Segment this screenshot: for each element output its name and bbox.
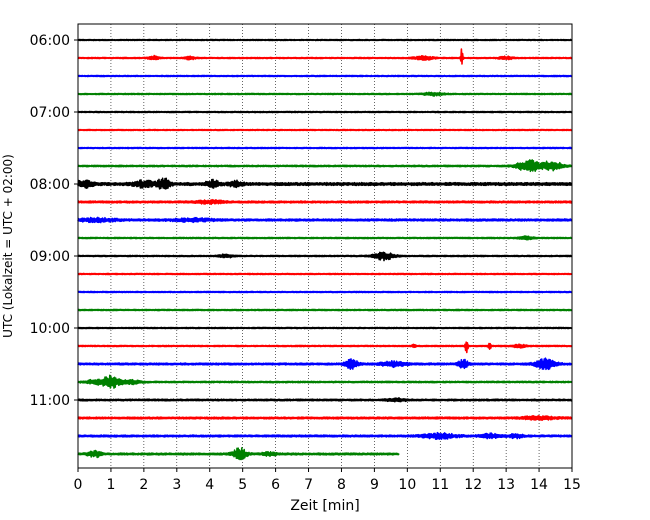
grid-lines	[110, 24, 540, 468]
trace-line	[77, 91, 573, 97]
trace-line	[77, 159, 573, 173]
x-tick-label: 11	[431, 477, 449, 493]
trace-line	[77, 128, 573, 132]
plot-frame	[77, 23, 573, 469]
x-tick-label: 4	[205, 477, 214, 493]
x-tick-label: 14	[530, 477, 548, 493]
x-tick-label: 3	[172, 477, 181, 493]
trace-line	[77, 326, 573, 330]
trace-line	[77, 177, 573, 190]
x-tick-label: 8	[337, 477, 346, 493]
trace-line	[77, 290, 573, 294]
x-tick-label: 15	[563, 477, 581, 493]
trace-line	[77, 110, 573, 114]
x-tick-label: 2	[139, 477, 148, 493]
trace-line	[77, 216, 573, 224]
trace-line	[77, 198, 573, 206]
x-axis-ticks: 0 1 2 3 4 5 6 7 8 9 10 11 12 13 14 15	[74, 468, 581, 493]
x-tick-label: 0	[74, 477, 83, 493]
x-axis-label: Zeit [min]	[290, 498, 359, 514]
x-tick-label: 7	[304, 477, 313, 493]
seismic-traces	[77, 38, 573, 461]
y-axis-ticks: 06:00 07:00 08:00 09:00 10:00 11:00	[30, 33, 78, 409]
x-tick-label: 9	[370, 477, 379, 493]
trace-line	[77, 341, 573, 354]
x-tick-label: 13	[497, 477, 515, 493]
trace-line	[77, 48, 573, 65]
trace-line	[77, 397, 573, 403]
trace-line	[77, 374, 573, 389]
x-tick-label: 6	[271, 477, 280, 493]
x-tick-label: 10	[398, 477, 416, 493]
y-tick-label: 10:00	[30, 321, 70, 337]
trace-line	[77, 357, 573, 371]
x-tick-label: 12	[464, 477, 482, 493]
trace-line	[77, 272, 573, 276]
y-axis-label: UTC (Lokalzeit = UTC + 02:00)	[1, 154, 15, 338]
trace-line	[77, 431, 573, 441]
x-tick-label: 5	[238, 477, 247, 493]
trace-line	[77, 146, 573, 150]
trace-line	[77, 235, 573, 241]
y-tick-label: 11:00	[30, 393, 70, 409]
y-tick-label: 08:00	[30, 177, 70, 193]
y-tick-label: 07:00	[30, 105, 70, 121]
x-tick-label: 1	[106, 477, 115, 493]
trace-line	[77, 414, 573, 421]
trace-line	[77, 74, 573, 78]
y-tick-label: 09:00	[30, 249, 70, 265]
trace-line	[77, 38, 573, 42]
trace-line	[77, 308, 573, 312]
trace-line	[77, 251, 573, 262]
y-tick-label: 06:00	[30, 33, 70, 49]
trace-line	[77, 447, 400, 461]
